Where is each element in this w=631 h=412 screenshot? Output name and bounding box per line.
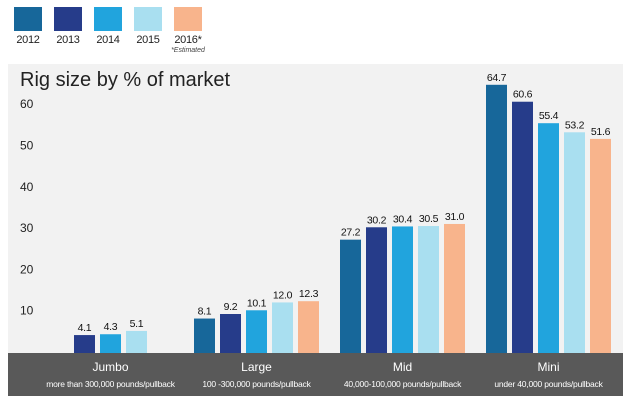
legend-swatch	[174, 7, 202, 31]
chart-title: Rig size by % of market	[20, 69, 231, 91]
category-band	[8, 353, 623, 396]
bar	[392, 226, 413, 353]
category-label: Large	[241, 360, 272, 374]
legend-swatch	[14, 7, 42, 31]
data-label: 5.1	[130, 318, 144, 330]
y-tick-label: 10	[20, 304, 34, 318]
data-label: 30.5	[419, 213, 439, 225]
category-label: Mini	[537, 360, 559, 374]
legend-item: 2012	[8, 7, 48, 46]
bar	[512, 101, 533, 353]
legend-label: 2015	[136, 34, 160, 46]
legend-swatch	[134, 7, 162, 31]
y-tick-label: 20	[20, 262, 34, 276]
category-subtitle: 40,000-100,000 pounds/pullback	[344, 379, 462, 389]
bar	[100, 334, 121, 353]
data-label: 9.2	[224, 301, 238, 313]
bar	[538, 123, 559, 353]
bar	[74, 335, 95, 353]
data-label: 64.7	[487, 72, 507, 84]
bar	[564, 132, 585, 353]
legend-label: 2016*	[174, 34, 202, 46]
bar	[246, 310, 267, 353]
bar	[340, 239, 361, 353]
data-label: 10.1	[247, 297, 267, 309]
data-label: 30.2	[367, 214, 387, 226]
y-tick-label: 60	[20, 97, 34, 111]
y-tick-label: 40	[20, 180, 34, 194]
legend-item: 2015	[128, 7, 168, 46]
bar	[366, 227, 387, 353]
bar	[418, 226, 439, 353]
data-label: 12.3	[299, 288, 319, 300]
data-label: 4.1	[78, 322, 92, 334]
data-label: 31.0	[445, 211, 465, 223]
bar	[272, 302, 293, 353]
data-label: 12.0	[273, 289, 293, 301]
data-label: 27.2	[341, 227, 361, 239]
legend-label: 2012	[16, 34, 40, 46]
legend-swatch	[94, 7, 122, 31]
data-label: 53.2	[565, 119, 585, 131]
data-label: 55.4	[539, 110, 559, 122]
bar	[486, 84, 507, 353]
legend-label: 2014	[96, 34, 120, 46]
category-label: Jumbo	[92, 360, 128, 374]
data-label: 60.6	[513, 89, 533, 101]
y-tick-label: 50	[20, 139, 34, 153]
bar	[194, 318, 215, 353]
category-label: Mid	[393, 360, 412, 374]
legend-swatch	[54, 7, 82, 31]
bar	[298, 301, 319, 353]
data-label: 8.1	[198, 306, 212, 318]
category-subtitle: 100 -300,000 pounds/pullback	[202, 379, 311, 389]
category-subtitle: more than 300,000 pounds/pullback	[46, 379, 176, 389]
chart-legend: 2012 2013 2014 2015 2016* *Estimated	[0, 0, 631, 62]
legend-item: 2014	[88, 7, 128, 46]
bar	[590, 138, 611, 353]
category-subtitle: under 40,000 pounds/pullback	[494, 379, 603, 389]
bar	[126, 330, 147, 353]
bar	[220, 314, 241, 353]
data-label: 30.4	[393, 213, 413, 225]
legend-label: 2013	[56, 34, 80, 46]
bar	[444, 223, 465, 353]
legend-item: 2016* *Estimated	[168, 7, 208, 54]
y-tick-label: 30	[20, 221, 34, 235]
legend-item: 2013	[48, 7, 88, 46]
legend-note: *Estimated	[171, 47, 205, 54]
data-label: 4.3	[104, 321, 118, 333]
data-label: 51.6	[591, 126, 611, 138]
